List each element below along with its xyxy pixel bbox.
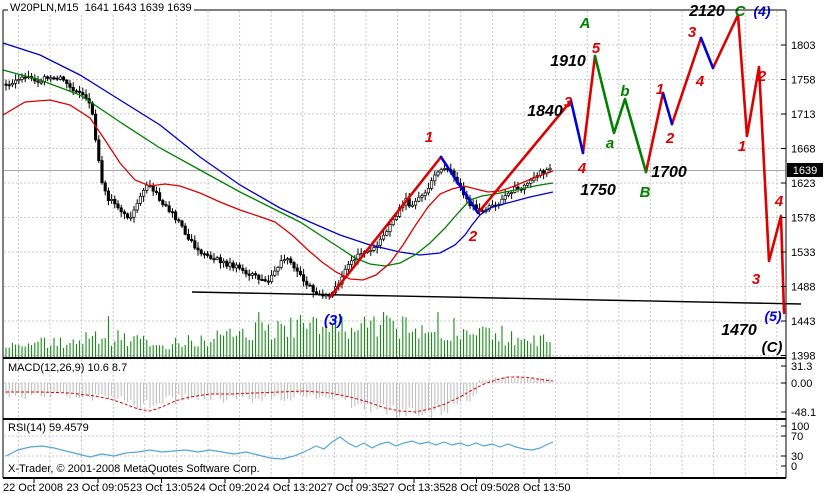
wave-line-red[interactable] <box>670 36 703 126</box>
wave-label: 4 <box>774 193 784 210</box>
candlesticks <box>4 70 552 300</box>
axis-label: 1578 <box>791 213 815 225</box>
wave-line-red[interactable] <box>328 155 443 299</box>
axis-label: 1758 <box>791 75 815 87</box>
macd-indicator-label: MACD(12,26,9) 10.6 8.7 <box>8 362 128 374</box>
axis-label: 1488 <box>791 282 815 294</box>
axis-label: 1803 <box>791 40 815 52</box>
wave-line-blue[interactable] <box>661 91 674 126</box>
axis-label: 22 Oct 2008 <box>3 482 63 493</box>
axis-label: 0.00 <box>791 378 812 390</box>
wave-label: 1470 <box>721 322 757 339</box>
wave-label: A <box>579 15 591 32</box>
wave-label: 2 <box>468 228 478 245</box>
macd-pane <box>5 375 554 419</box>
axis-label: 30 <box>791 451 803 463</box>
wave-label: 2 <box>665 130 675 147</box>
wave-label: 4 <box>695 73 705 90</box>
wave-label: (C) <box>762 339 783 356</box>
wave-label: 2120 <box>688 3 725 20</box>
wave-line-red[interactable] <box>476 99 573 215</box>
rsi-line <box>5 436 554 460</box>
current-price-tag: 1639 <box>787 163 823 177</box>
wave-label: 2 <box>757 68 767 85</box>
wave-label: a <box>606 135 614 152</box>
ma-slow-line <box>2 42 554 256</box>
wave-label: 5 <box>592 40 601 57</box>
wave-line-blue[interactable] <box>439 155 480 215</box>
wave-line-blue[interactable] <box>699 36 715 70</box>
axis-label: 1533 <box>791 247 815 259</box>
axis-label: 24 Oct 09:20 <box>194 482 257 493</box>
rsi-pane <box>5 436 554 460</box>
wave-line-green[interactable] <box>593 54 648 174</box>
axis-label: 28 Oct 13:50 <box>508 482 571 493</box>
wave-label: 3 <box>688 24 697 41</box>
wave-label: 1 <box>738 138 746 155</box>
symbol-ohlc-label: W20PLN,M15 1641 1643 1639 1639 <box>8 2 194 14</box>
axis-label: 28 Oct 09:50 <box>445 482 508 493</box>
rsi-indicator-label: RSI(14) 59.4579 <box>8 422 89 434</box>
axis-label: 24 Oct 13:20 <box>258 482 321 493</box>
wave-label: 1840 <box>527 103 563 120</box>
axis-label: 70 <box>791 431 803 443</box>
wave-label: 4 <box>577 160 587 177</box>
trendlines <box>191 291 802 305</box>
wave-line-red[interactable] <box>736 13 786 315</box>
axis-label: -48.1 <box>791 407 816 419</box>
wave-label: (4) <box>753 3 770 19</box>
wave-line-red[interactable] <box>711 13 740 70</box>
price-box <box>787 163 823 177</box>
wave-label: B <box>640 184 651 201</box>
axis-label: 1398 <box>791 351 815 363</box>
wave-label: 3 <box>752 271 761 288</box>
axis-label: 1623 <box>791 178 815 190</box>
wave-label: 1700 <box>651 164 687 181</box>
wave-line-red[interactable] <box>581 54 597 155</box>
wave-label: 1 <box>656 81 664 98</box>
grid <box>4 11 785 477</box>
wave-line-blue[interactable] <box>569 99 585 155</box>
axis-label: 1443 <box>791 316 815 328</box>
axes: 1803175817131668162315781533148814431398… <box>3 40 816 493</box>
wave-label: 1750 <box>580 182 616 199</box>
volume-bars <box>5 312 551 357</box>
ma-fast-line <box>2 99 554 281</box>
axis-label: 31.3 <box>791 361 812 373</box>
support-trendline[interactable] <box>191 291 802 305</box>
wave-label: C <box>735 3 747 20</box>
axis-label: 1668 <box>791 144 815 156</box>
wave-label: 1 <box>425 129 433 146</box>
wave-label: (3) <box>324 312 342 329</box>
wave-line-red[interactable] <box>644 91 665 174</box>
axis-label: 23 Oct 13:05 <box>130 482 193 493</box>
price-box-value: 1639 <box>793 165 817 177</box>
axis-label: 27 Oct 13:35 <box>383 482 446 493</box>
wave-label: 1910 <box>550 53 586 70</box>
wave-label: (5) <box>764 308 781 324</box>
wave-label: 3 <box>564 94 573 111</box>
axis-label: 27 Oct 09:35 <box>321 482 384 493</box>
frame <box>2 9 787 479</box>
axis-label: 0 <box>791 461 797 473</box>
watermark: X-Trader, © 2001-2008 MetaQuotes Softwar… <box>8 463 260 475</box>
axis-label: 1713 <box>791 109 815 121</box>
axis-label: 23 Oct 09:05 <box>67 482 130 493</box>
macd-signal-line <box>6 376 554 413</box>
axis-label: 100 <box>791 421 809 433</box>
wave-label: b <box>620 83 629 100</box>
